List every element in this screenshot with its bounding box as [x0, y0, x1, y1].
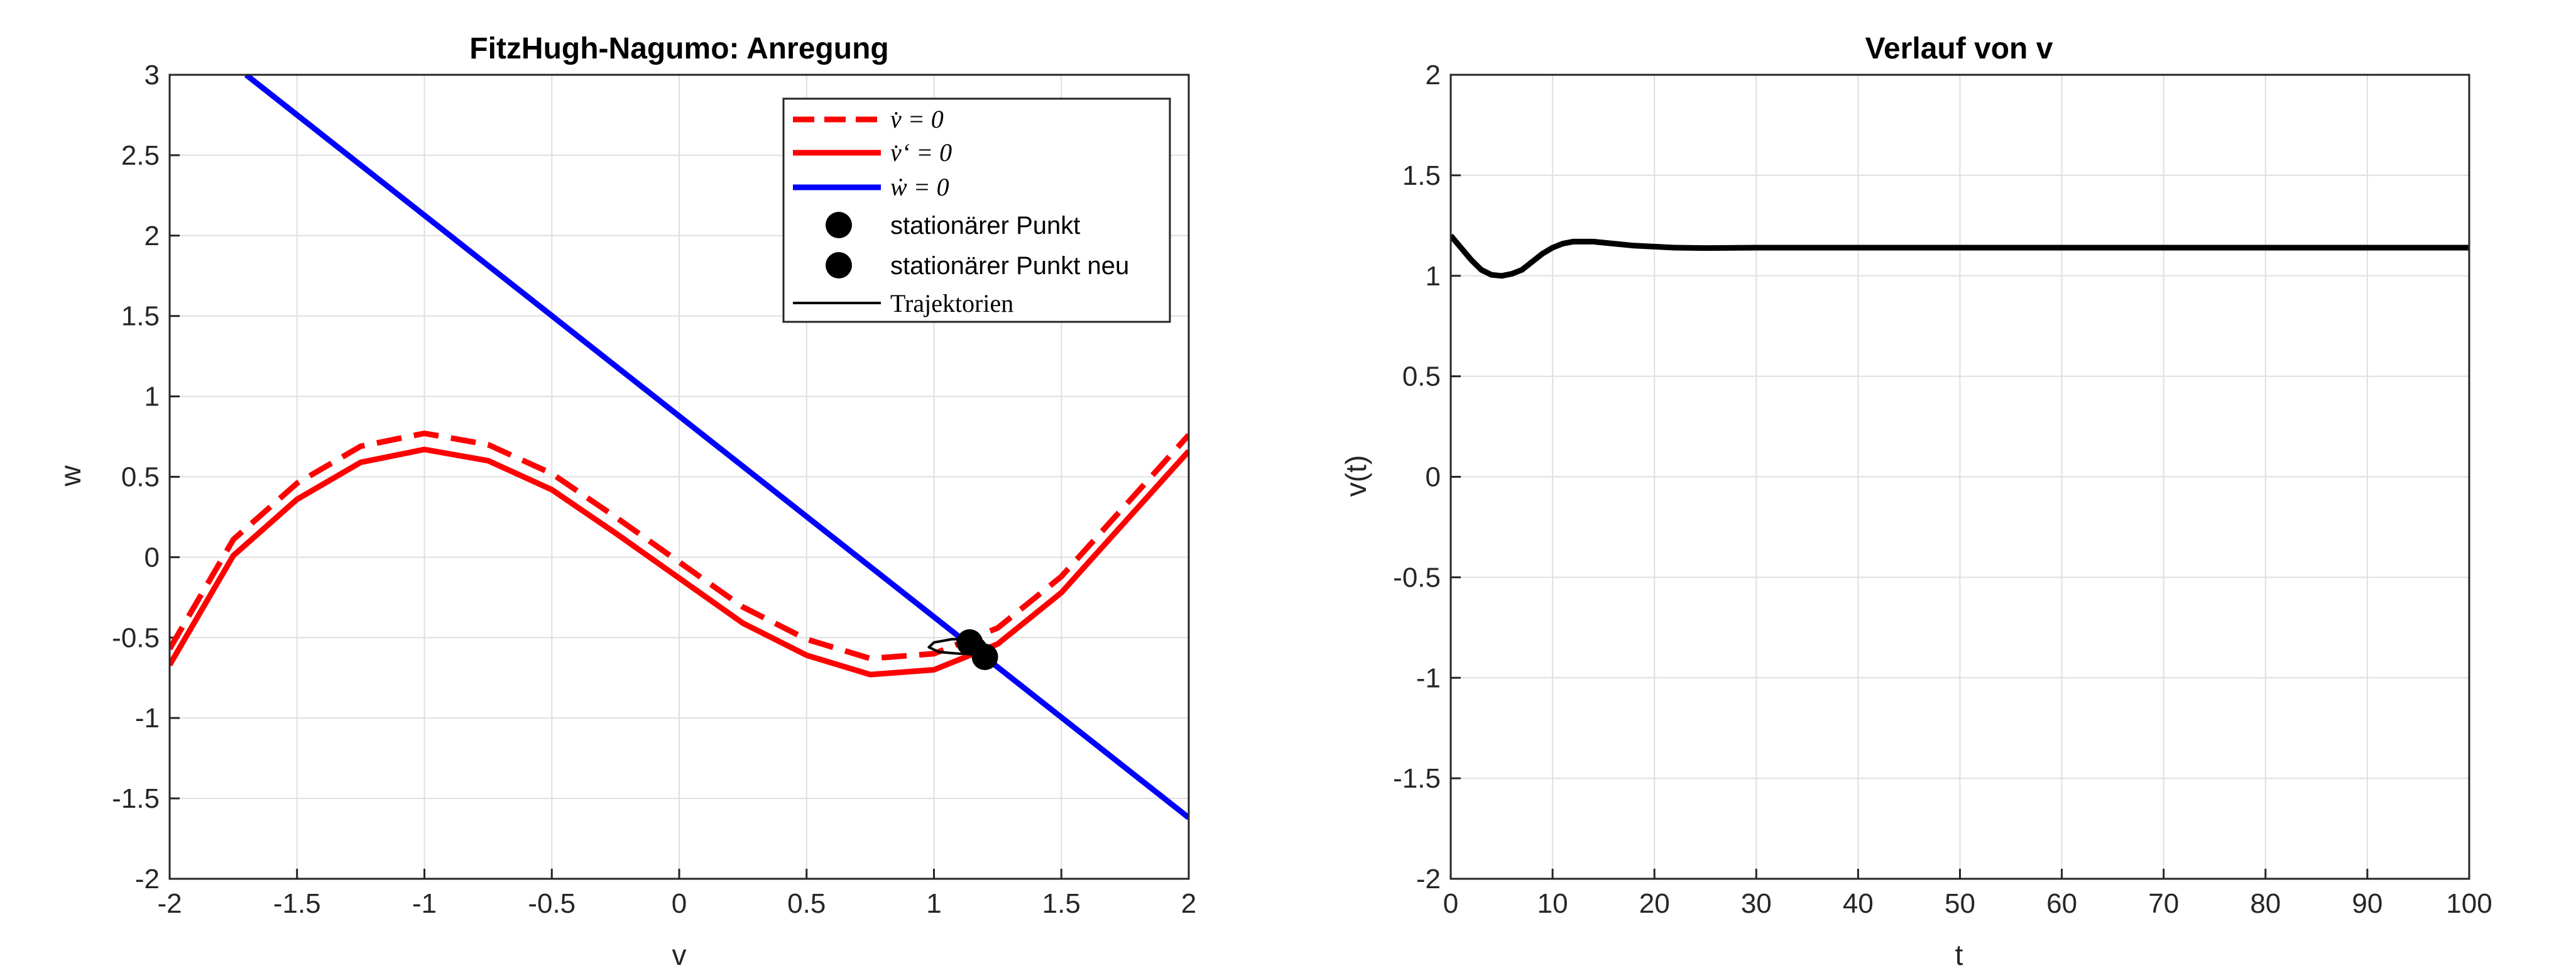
time-series-tick-label-y-2: -2 [1416, 864, 1441, 895]
legend-box [782, 97, 1171, 323]
time-series-tick-label-x-100: 100 [2446, 888, 2492, 919]
phase-plane-tick-label-x-0-5: 0.5 [787, 888, 826, 919]
time-series-axes: Verlauf von v t v(t) 0 10 20 30 40 50 60 70 80 90… [1340, 32, 2492, 971]
phase-plane-tick-label-x-1: -1 [412, 888, 437, 919]
time-series-tick-label-x-40: 40 [1843, 888, 1874, 919]
phase-plane-tick-label-x-2: 2 [1181, 888, 1196, 919]
legend-item-stationary-point: stationärer Punkt [826, 212, 1080, 239]
time-series-ylabel: v(t) [1340, 455, 1372, 497]
legend-item-vdot-prime: v̇‘ = 0 [793, 138, 952, 167]
time-series-series-0-line [1451, 233, 2469, 279]
phase-plane-tick-label-y-0: 0 [145, 542, 160, 573]
phase-plane-series-2-line [244, 75, 1189, 820]
phase-plane-tick-label-x-0-5: -0.5 [528, 888, 576, 919]
phase-plane-axes: FitzHugh-Nagumo: Anregung v w -2 -1.5 -1 -0… [54, 32, 1196, 971]
phase-plane-tick-label-y-2: 2 [145, 221, 160, 251]
phase-plane-tick-label-x-1: 1 [926, 888, 941, 919]
legend-item-vdot-dashed: v̇ = 0 [793, 105, 944, 133]
time-series-tick-label-x-10: 10 [1537, 888, 1568, 919]
phase-plane-tick-label-y-1-5: 1.5 [121, 301, 160, 332]
time-series-tick-label-x-30: 30 [1741, 888, 1772, 919]
legend-item-wdot: ẇ = 0 [793, 173, 949, 201]
phase-plane-frame [168, 74, 1190, 880]
legend-item-trajectories: Trajektorien [793, 289, 1013, 317]
legend-label-wdot: ẇ = 0 [890, 173, 949, 201]
legend-label-trajectories: Trajektorien [890, 289, 1013, 317]
time-series-tick-label-y-1-5: 1.5 [1402, 160, 1441, 191]
time-series-tick-label-y-0: 0 [1426, 462, 1441, 493]
phase-plane-tick-labels: -2 -1.5 -1 -0.5 0 0.5 1 1.5 2 -2 -1.5 -1 -0.5 0 0.5 1 1.… [112, 60, 1196, 919]
legend-item-stationary-point-new: stationärer Punkt neu [826, 252, 1129, 280]
time-series-tick-label-y-0-5: 0.5 [1402, 361, 1441, 392]
phase-plane-tick-label-y-2: -2 [135, 864, 160, 895]
legend-label-vdot-prime: v̇‘ = 0 [890, 138, 952, 167]
time-series-tick-label-x-20: 20 [1639, 888, 1670, 919]
phase-plane-tick-label-x-0: 0 [672, 888, 687, 919]
time-series-series [1451, 233, 2469, 279]
phase-plane-tick-label-y-3: 3 [145, 60, 160, 91]
phase-plane-ylabel: w [54, 465, 87, 487]
phase-plane-tick-label-x-2: -2 [157, 888, 182, 919]
phase-plane-tick-label-y-1-5: -1.5 [112, 783, 160, 814]
legend-label-stationary-point: stationärer Punkt [890, 212, 1080, 239]
phase-plane-series-1-line [170, 446, 1189, 678]
phase-plane-tick-label-y-1: 1 [145, 382, 160, 412]
time-series-tick-label-x-50: 50 [1945, 888, 1975, 919]
time-series-tick-label-x-90: 90 [2352, 888, 2382, 919]
phase-plane-tick-label-y-1: -1 [135, 703, 160, 734]
time-series-xlabel: t [1955, 939, 1963, 971]
phase-plane-title: FitzHugh-Nagumo: Anregung [469, 32, 888, 65]
phase-plane-series [170, 75, 1189, 820]
time-series-tick-label-x-0: 0 [1443, 888, 1458, 919]
legend-marker-stationary-point [826, 212, 852, 238]
time-series-frame [1449, 74, 2470, 880]
phase-plane-legend: v̇ = 0 v̇‘ = 0 ẇ = 0 stationärer Punkt s… [782, 97, 1171, 323]
phase-plane-series-5-line [927, 637, 986, 658]
phase-plane-tick-label-y-2-5: 2.5 [121, 140, 160, 171]
time-series-tick-label-y-2: 2 [1426, 60, 1441, 91]
time-series-title: Verlauf von v [1865, 32, 2053, 65]
time-series-tick-labels: 0 10 20 30 40 50 60 70 80 90 100 -2 -1.5 -1 -0.5 0 0.5 1 1… [1393, 60, 2492, 919]
time-series-tick-label-y-1: -1 [1416, 663, 1441, 693]
time-series-tick-label-y-1-5: -1.5 [1393, 763, 1441, 794]
time-series-tick-label-y-1: 1 [1426, 261, 1441, 292]
phase-plane-xlabel: v [672, 939, 687, 971]
time-series-tick-label-x-80: 80 [2250, 888, 2281, 919]
legend-label-vdot: v̇ = 0 [890, 105, 944, 133]
legend-label-stationary-point-new: stationärer Punkt neu [890, 252, 1129, 280]
phase-plane-tick-label-y-0-5: 0.5 [121, 462, 160, 493]
time-series-tick-label-y-0-5: -0.5 [1393, 562, 1441, 593]
phase-plane-tick-label-x-1-5: -1.5 [273, 888, 321, 919]
legend-marker-stationary-point-new [826, 252, 852, 278]
phase-plane-tick-label-x-1-5: 1.5 [1042, 888, 1081, 919]
phase-plane-tick-label-y-0-5: -0.5 [112, 622, 160, 653]
time-series-tick-label-x-70: 70 [2148, 888, 2179, 919]
time-series-tick-label-x-60: 60 [2046, 888, 2077, 919]
